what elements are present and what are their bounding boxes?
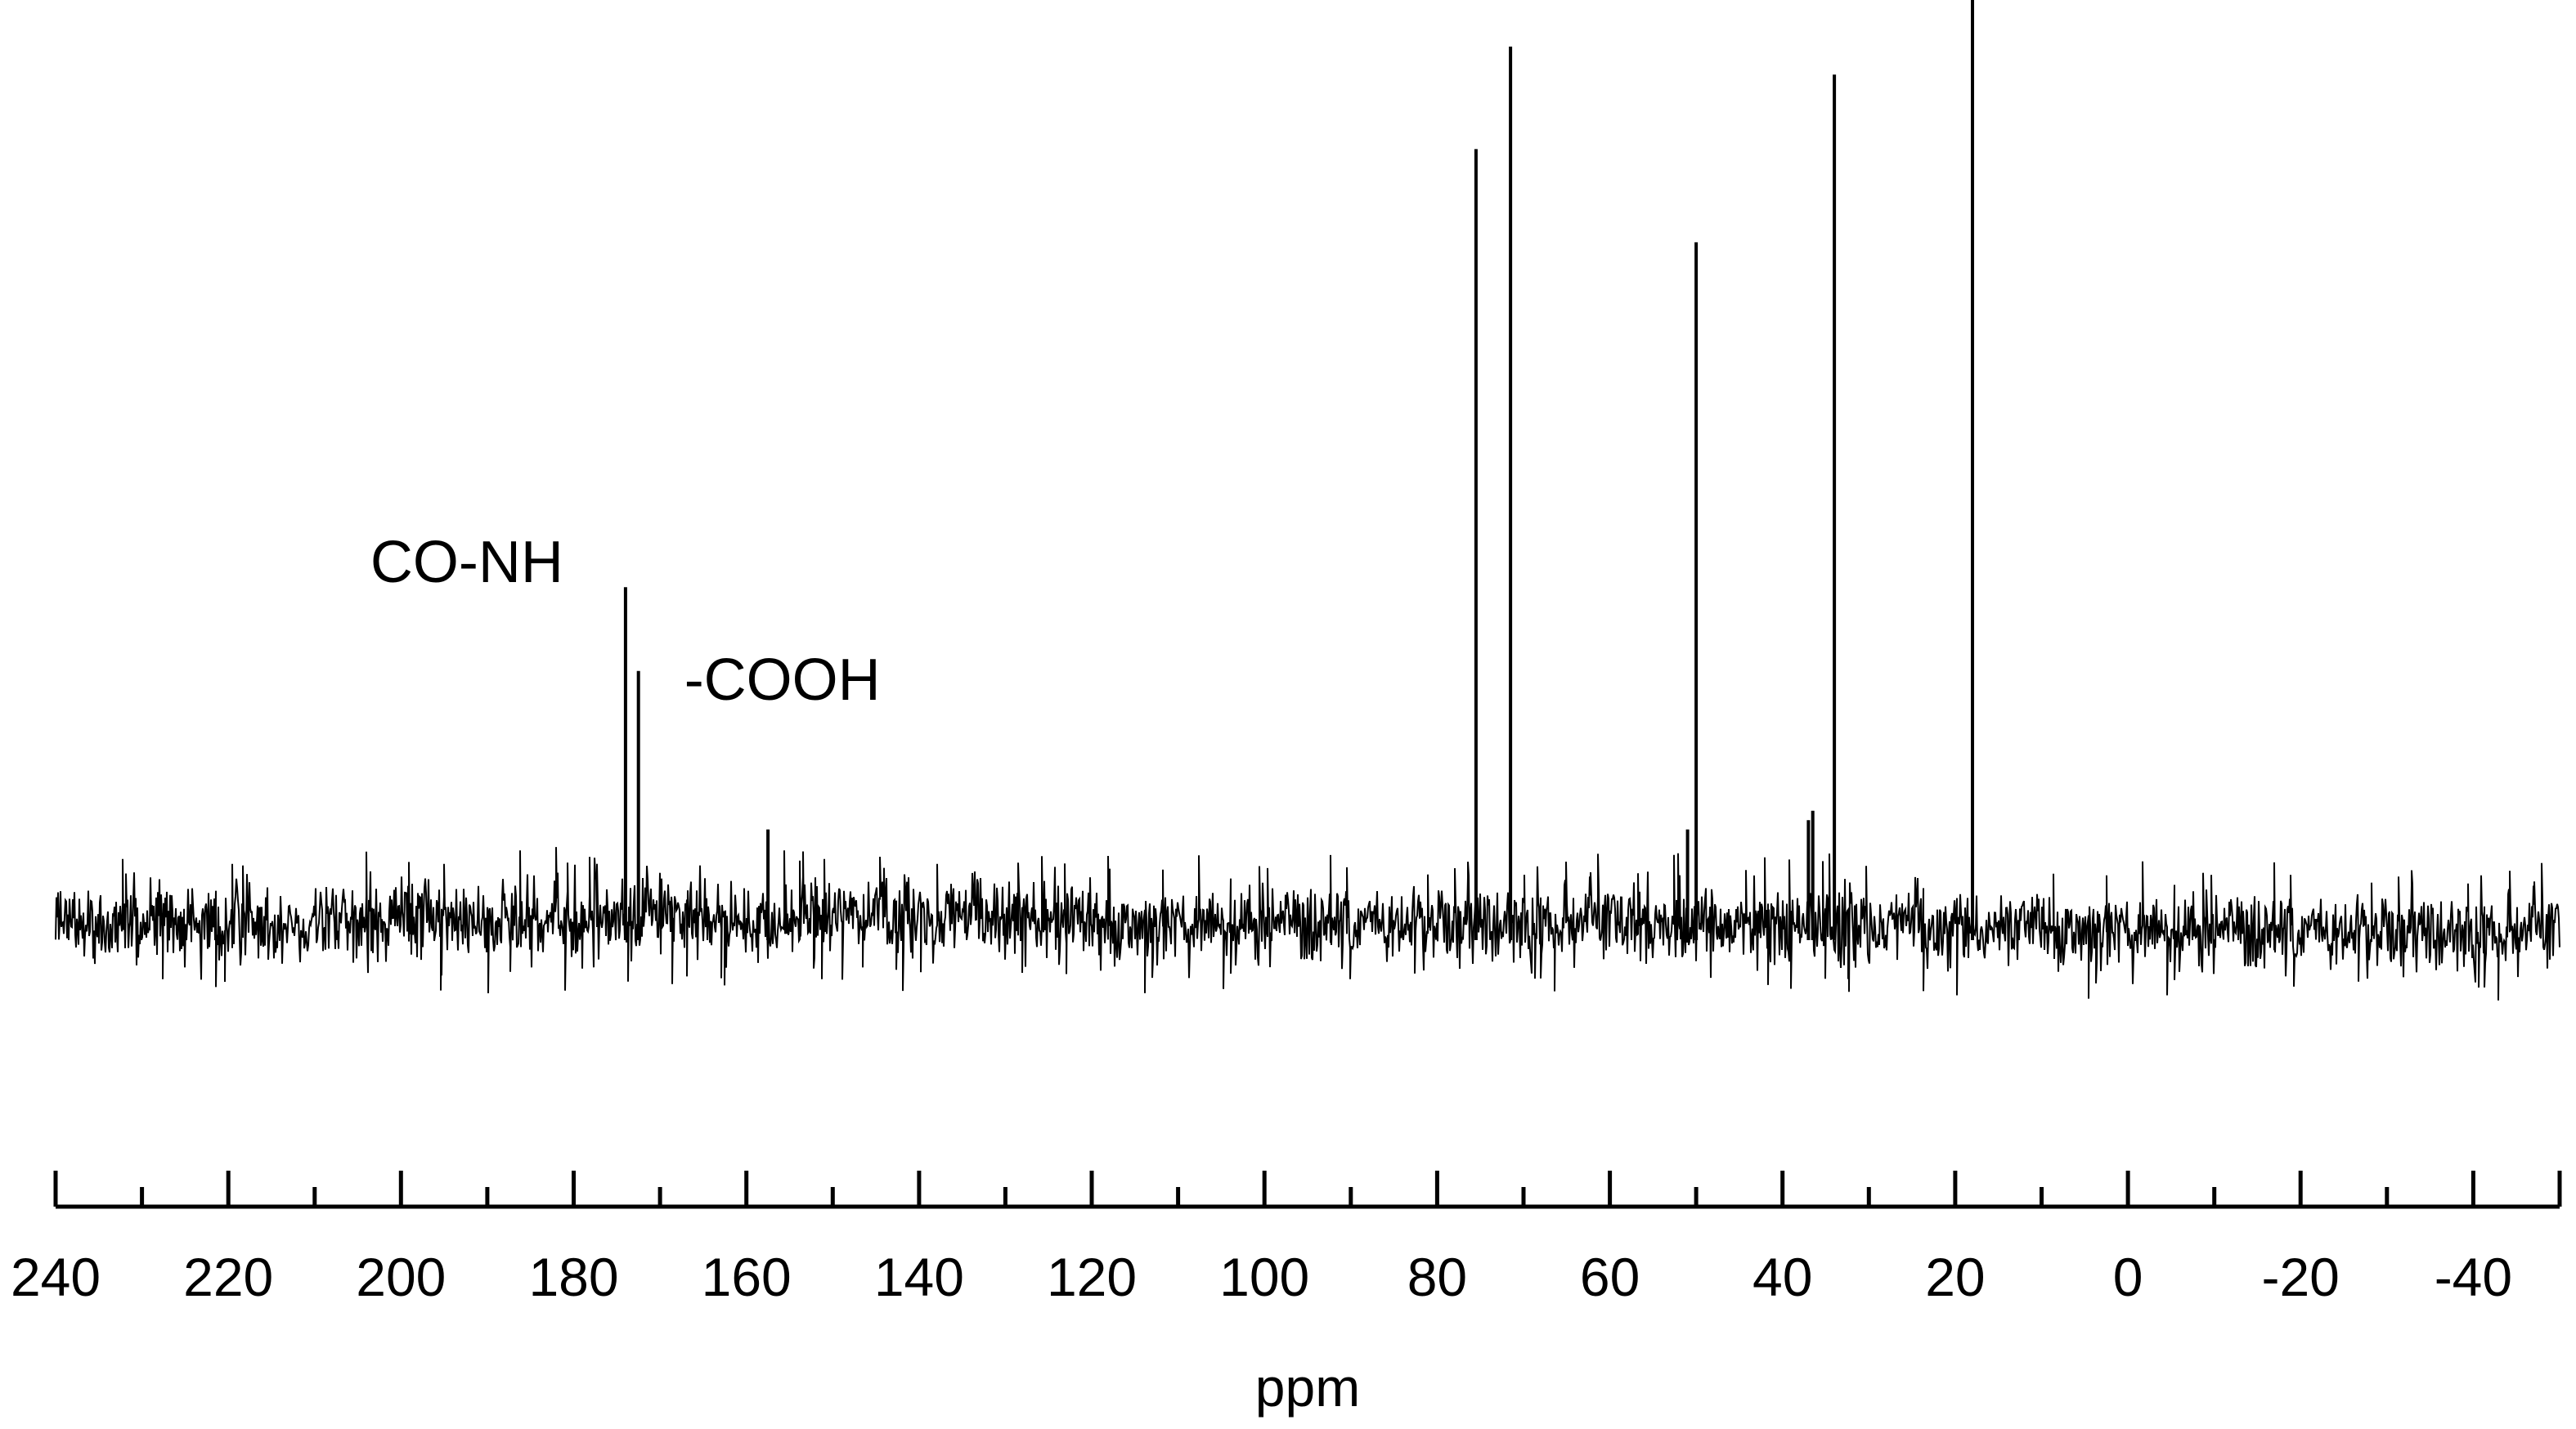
baseline-noise [55, 847, 2560, 1001]
x-tick-label-13: -20 [2262, 1247, 2340, 1307]
x-tick-label-10: 40 [1752, 1247, 1812, 1307]
x-tick-label-12: 0 [2113, 1247, 2143, 1307]
noise-trace [55, 847, 2560, 1001]
x-tick-label-5: 140 [874, 1247, 964, 1307]
spectrum-peaks [623, 0, 1974, 940]
x-tick-label-6: 120 [1047, 1247, 1137, 1307]
x-tick-label-3: 180 [528, 1247, 618, 1307]
x-tick-label-8: 80 [1407, 1247, 1467, 1307]
x-tick-label-1: 220 [183, 1247, 273, 1307]
x-axis-title: ppm [1255, 1357, 1360, 1418]
x-tick-label-11: 20 [1925, 1247, 1985, 1307]
annotation-co-nh: CO-NH [370, 530, 563, 595]
x-tick-label-14: -40 [2435, 1247, 2512, 1307]
x-tick-label-4: 160 [702, 1247, 792, 1307]
x-tick-label-2: 200 [356, 1247, 446, 1307]
x-tick-label-9: 60 [1580, 1247, 1640, 1307]
peak-annotations: CO-NH -COOH [370, 530, 881, 713]
x-tick-label-0: 240 [11, 1247, 101, 1307]
x-axis: 240 220 200 180 160 140 120 100 80 60 40 20 0 -20 -40 [11, 1171, 2562, 1307]
annotation-cooh: -COOH [684, 647, 881, 713]
x-tick-label-7: 100 [1219, 1247, 1309, 1307]
